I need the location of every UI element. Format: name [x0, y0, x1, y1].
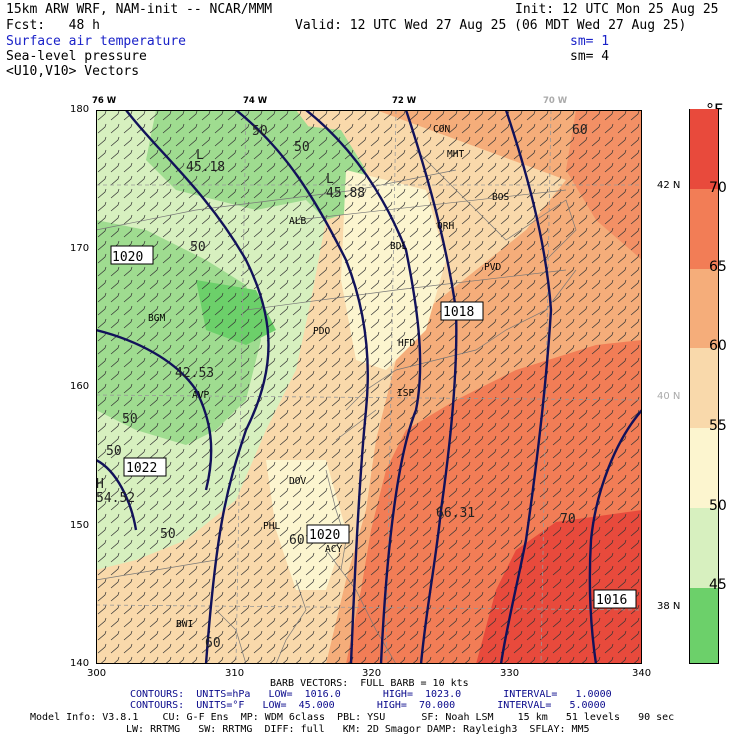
latlon-grid [96, 110, 642, 664]
colorbar-label-55: 55 [709, 418, 727, 434]
city-hfd: HFD [398, 338, 416, 349]
pressure-box-1016: 1016 [596, 593, 628, 608]
colorbar-label-70: 70 [709, 180, 727, 196]
colorbar-label-45: 45 [709, 577, 727, 593]
temp-label-60-nj: 60 [289, 533, 305, 548]
y-tick-170: 170 [70, 243, 90, 254]
model-title: 15km ARW WRF, NAM-init -- NCAR/MMM [6, 2, 273, 17]
lat-label-38n: 38 N [657, 601, 681, 612]
pressure-box-1022: 1022 [126, 461, 158, 476]
city-avp: AVP [192, 390, 210, 401]
footer-barb: BARB VECTORS: FULL BARB = 10 kts [270, 678, 469, 689]
x-tick-320: 320 [362, 668, 382, 679]
city-con: CON [433, 124, 451, 135]
city-dov: DOV [289, 476, 307, 487]
lat-label-40n: 40 N [657, 391, 681, 402]
city-bdl: BDL [390, 241, 408, 252]
lon-label-76w: 76 W [92, 96, 117, 106]
y-tick-160: 160 [70, 381, 90, 392]
footer-model-info: Model Info: V3.8.1 CU: G-F Ens MP: WDM 6… [30, 712, 675, 723]
isobars [96, 110, 642, 664]
city-pvd: PVD [484, 262, 502, 273]
city-acy: ACY [325, 544, 343, 555]
footer-contours-f: CONTOURS: UNITS=°F LOW= 45.000 HIGH= 70.… [130, 700, 606, 711]
temp-label-45-18: 45.18 [186, 160, 226, 175]
city-bwi: BWI [176, 619, 194, 630]
temp-label-70: 70 [560, 512, 576, 527]
colorbar-seg-60-65 [689, 269, 719, 348]
footer-contours-hpa: CONTOURS: UNITS=hPa LOW= 1016.0 HIGH= 10… [130, 689, 612, 700]
colorbar-seg-70plus [689, 109, 719, 189]
pressure-box-1020-west: 1020 [112, 250, 144, 265]
weather-map [96, 110, 642, 664]
city-isp: ISP [397, 388, 415, 399]
y-tick-140: 140 [70, 658, 90, 669]
colorbar-seg-65-70 [689, 189, 719, 269]
smoothing-1: sm= 1 [570, 34, 610, 49]
temp-label-42-53: 42.53 [175, 366, 215, 381]
y-tick-150: 150 [70, 520, 90, 531]
low-label-2: L [326, 172, 334, 187]
colorbar-label-60: 60 [709, 338, 727, 354]
temp-label-50a: 50 [252, 124, 268, 139]
temp-label-50d: 50 [122, 412, 138, 427]
colorbar-seg-below-45 [689, 588, 719, 664]
high-label: H [96, 477, 104, 492]
x-tick-330: 330 [500, 668, 520, 679]
low-label-1: L [196, 148, 204, 163]
footer-model-info-2: LW: RRTMG SW: RRTMG DIFF: full KM: 2D Sm… [126, 724, 590, 735]
colorbar-seg-45-50 [689, 508, 719, 588]
temp-label-50e: 50 [106, 444, 122, 459]
temp-label-50b: 50 [294, 140, 310, 155]
temp-label-60-se: 60 [205, 636, 221, 651]
forecast-hour: Fcst: 48 h [6, 18, 100, 33]
temp-label-66-31: 66.31 [436, 506, 476, 521]
city-pdo: PDO [313, 326, 331, 337]
field-temperature: Surface air temperature [6, 34, 187, 49]
colorbar-label-65: 65 [709, 259, 727, 275]
temp-label-50f: 50 [160, 527, 176, 542]
x-tick-340: 340 [632, 668, 652, 679]
colorbar-seg-50-55 [689, 428, 719, 508]
pressure-box-group [110, 245, 637, 609]
city-alb: ALB [289, 216, 307, 227]
temp-label-45-88: 45.88 [326, 186, 366, 201]
temp-label-50c: 50 [190, 240, 206, 255]
x-tick-310: 310 [225, 668, 245, 679]
city-mht: MHT [447, 149, 465, 160]
city-bos: BOS [492, 192, 510, 203]
pressure-box-1018: 1018 [443, 305, 475, 320]
temp-label-60-ne: 60 [572, 123, 588, 138]
city-phl: PHL [263, 521, 281, 532]
smoothing-2: sm= 4 [570, 49, 610, 64]
pressure-box-1020-east: 1020 [309, 528, 341, 543]
lat-label-42n: 42 N [657, 180, 681, 191]
wind-barbs [96, 110, 642, 664]
field-pressure: Sea-level pressure [6, 49, 147, 64]
init-time: Init: 12 UTC Mon 25 Aug 25 [515, 2, 719, 17]
colorbar-seg-55-60 [689, 348, 719, 428]
field-vectors: <U10,V10> Vectors [6, 64, 140, 79]
lon-label-70w: 70 W [543, 96, 568, 106]
x-tick-300: 300 [87, 668, 107, 679]
lon-label-74w: 74 W [243, 96, 268, 106]
city-bgm: BGM [148, 313, 166, 324]
colorbar-label-50: 50 [709, 498, 727, 514]
temp-label-54-52: 54.52 [96, 491, 136, 506]
valid-time: Valid: 12 UTC Wed 27 Aug 25 (06 MDT Wed … [295, 18, 687, 33]
y-tick-180: 180 [70, 104, 90, 115]
lon-label-72w: 72 W [392, 96, 417, 106]
city-orh: ORH [437, 221, 455, 232]
